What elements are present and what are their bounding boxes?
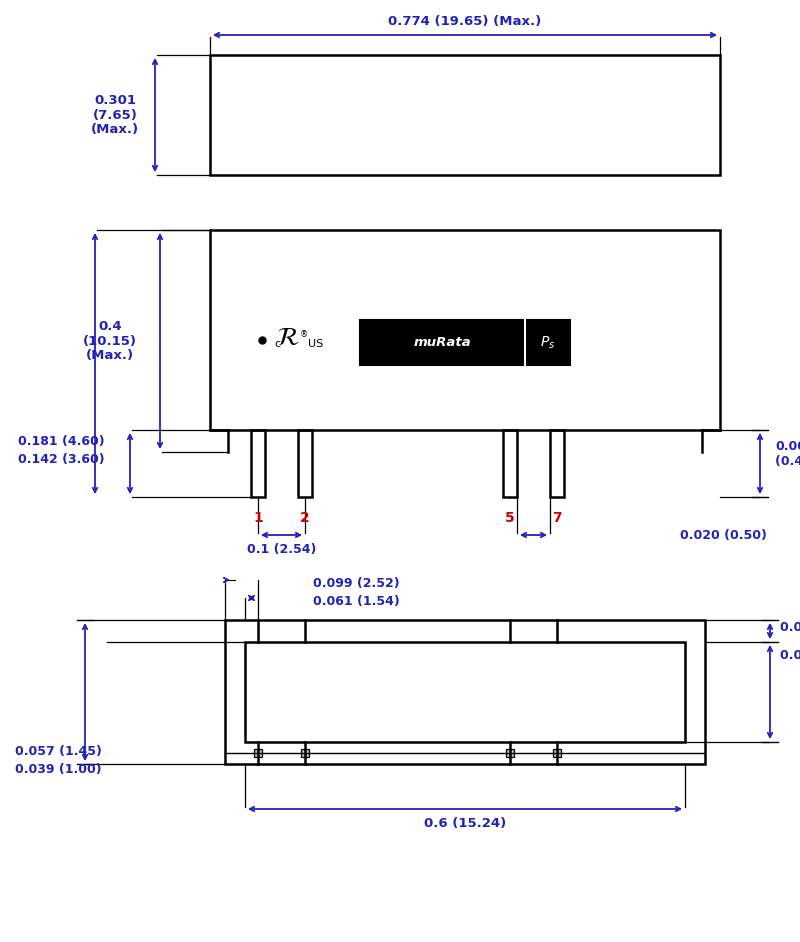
Text: muRata: muRata [414, 336, 471, 349]
Text: c: c [274, 339, 280, 349]
Text: 0.099 (2.52): 0.099 (2.52) [313, 577, 400, 591]
Text: 1: 1 [253, 511, 263, 525]
Bar [553, 749, 561, 757]
Bar [298, 430, 312, 497]
Bar [503, 430, 517, 497]
Text: 0.0118 (0.30): 0.0118 (0.30) [780, 622, 800, 635]
Bar [225, 620, 705, 764]
Text: 0.0079 (0.20): 0.0079 (0.20) [780, 649, 800, 662]
Text: US: US [308, 339, 323, 349]
Text: 0.020 (0.50): 0.020 (0.50) [680, 528, 767, 542]
Text: 0.6 (15.24): 0.6 (15.24) [424, 817, 506, 830]
Text: 0.774 (19.65) (Max.): 0.774 (19.65) (Max.) [388, 14, 542, 27]
Text: 0.057 (1.45): 0.057 (1.45) [15, 745, 102, 758]
Bar [254, 749, 262, 757]
Text: 7: 7 [552, 511, 562, 525]
Text: 0.1 (2.54): 0.1 (2.54) [247, 543, 316, 556]
Bar [301, 749, 309, 757]
Bar [210, 55, 720, 175]
Text: 0.301
(7.65)
(Max.): 0.301 (7.65) (Max.) [91, 93, 139, 137]
Text: 0.181 (4.60): 0.181 (4.60) [18, 435, 105, 448]
Text: 0.061 (1.54): 0.061 (1.54) [313, 595, 400, 609]
Text: 0.142 (3.60): 0.142 (3.60) [18, 453, 105, 466]
Bar [550, 430, 564, 497]
Text: 0.0016
(0.40) Min.: 0.0016 (0.40) Min. [775, 440, 800, 467]
Text: $\it{P_s}$: $\it{P_s}$ [540, 334, 556, 350]
Text: ®: ® [300, 330, 308, 339]
Bar [251, 430, 265, 497]
Text: 0.039 (1.00): 0.039 (1.00) [15, 764, 102, 776]
Bar [210, 230, 720, 430]
Bar [360, 320, 570, 365]
Bar [245, 642, 685, 742]
Bar [506, 749, 514, 757]
Text: $\mathbf{\mathcal{R}}$: $\mathbf{\mathcal{R}}$ [277, 326, 299, 350]
Text: 5: 5 [505, 511, 515, 525]
Text: 2: 2 [300, 511, 310, 525]
Text: 0.4
(10.15)
(Max.): 0.4 (10.15) (Max.) [83, 319, 137, 363]
